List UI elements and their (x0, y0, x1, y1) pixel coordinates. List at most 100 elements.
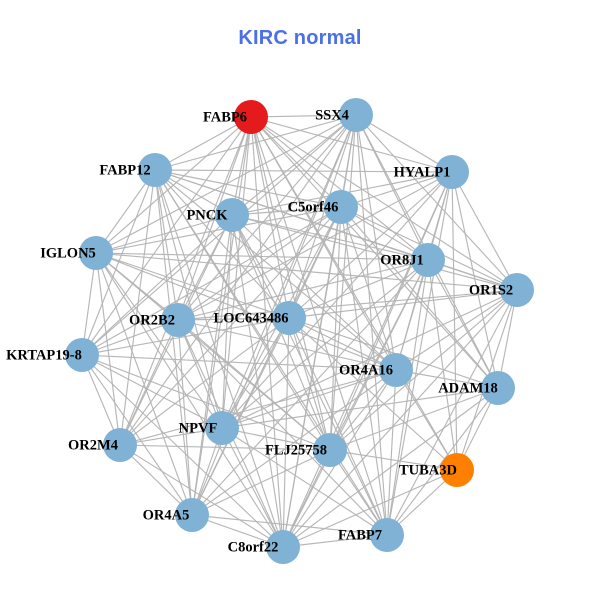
graph-node-or2m4[interactable] (103, 428, 137, 462)
graph-node-label-or4a16: OR4A16 (339, 362, 393, 378)
graph-node-pnck[interactable] (215, 198, 249, 232)
graph-node-label-or2m4: OR2M4 (68, 437, 118, 453)
graph-edge (177, 289, 518, 321)
graph-edge (427, 259, 499, 389)
graph-node-label-adam18: ADAM18 (438, 380, 498, 396)
graph-edge (81, 114, 357, 356)
graph-edge (191, 317, 290, 516)
graph-edge (81, 354, 284, 548)
graph-edge (177, 171, 453, 321)
graph-edge (386, 259, 429, 536)
graph-edge (154, 114, 357, 171)
graph-edge (95, 252, 518, 291)
graph-node-label-pnck: PNCK (186, 207, 228, 223)
graph-node-label-flj25758: FLJ25758 (265, 442, 327, 458)
graph-node-or1s2[interactable] (500, 273, 534, 307)
graph-edge (95, 214, 233, 254)
graph-node-fabp12[interactable] (138, 153, 172, 187)
graph-edge (395, 369, 458, 471)
graph-edge (282, 259, 429, 548)
graph-edge (81, 206, 342, 356)
graph-edge (282, 534, 388, 548)
graph-edge (231, 214, 388, 536)
graph-node-tuba3d[interactable] (440, 453, 474, 487)
graph-edge (340, 206, 388, 536)
graph-edge (191, 514, 388, 536)
graph-edge (81, 116, 252, 356)
graph-node-label-npvf: NPVF (179, 420, 218, 436)
graph-edge (250, 116, 342, 208)
graph-edge (451, 171, 458, 471)
graph-node-flj25758[interactable] (313, 433, 347, 467)
graph-edge (81, 354, 193, 516)
graph-node-iglon5[interactable] (79, 236, 113, 270)
graph-edge (81, 354, 331, 451)
graph-edge (340, 206, 499, 389)
graph-node-npvf[interactable] (205, 411, 239, 445)
graph-edge (119, 169, 156, 446)
graph-node-krtap19-8[interactable] (65, 338, 99, 372)
graph-edge (451, 171, 518, 291)
graph-node-or4a16[interactable] (379, 353, 413, 387)
graph-node-or4a5[interactable] (175, 498, 209, 532)
graph-edge (250, 116, 458, 471)
graph-node-label-ssx4: SSX4 (315, 107, 349, 123)
graph-edge (386, 369, 397, 536)
graph-edge (221, 317, 290, 429)
graph-edge (231, 206, 342, 216)
graph-edge (250, 116, 290, 319)
graph-edge (177, 319, 388, 536)
graph-edge (386, 171, 453, 536)
graph-edge (340, 171, 453, 208)
graph-edge (119, 444, 284, 548)
graph-edge (81, 317, 290, 356)
graph-edge (154, 169, 179, 321)
graph-node-c5orf46[interactable] (324, 190, 358, 224)
graph-edge (119, 114, 357, 446)
graph-edge (95, 206, 342, 254)
graph-edge (288, 317, 458, 471)
graph-edge (221, 427, 388, 536)
graph-node-label-or2b2: OR2B2 (129, 312, 175, 328)
graph-node-ssx4[interactable] (339, 98, 373, 132)
graph-node-adam18[interactable] (481, 371, 515, 405)
graph-node-label-iglon5: IGLON5 (40, 245, 96, 261)
graph-edge (221, 114, 357, 429)
graph-edge (221, 387, 499, 429)
graph-edge (288, 317, 397, 371)
graph-edge (288, 317, 331, 451)
graph-edge (154, 169, 193, 516)
graph-node-label-or1s2: OR1S2 (469, 282, 513, 298)
graph-edge (329, 206, 342, 451)
graph-node-c8orf22[interactable] (266, 530, 300, 564)
graph-edge (451, 171, 499, 389)
graph-node-label-fabp12: FABP12 (99, 162, 150, 178)
graph-edge (329, 289, 518, 451)
graph-node-loc643486[interactable] (272, 301, 306, 335)
graph-edge (288, 289, 518, 319)
graph-edge (395, 259, 429, 371)
graph-edge (81, 214, 233, 356)
graph-node-or2b2[interactable] (161, 303, 195, 337)
graph-edge (81, 354, 223, 429)
graph-node-fabp6[interactable] (234, 100, 268, 134)
graph-edge (119, 206, 342, 446)
graph-edge (177, 259, 429, 321)
graph-edge (395, 369, 499, 389)
graph-edge (231, 214, 518, 291)
graph-edge (221, 369, 397, 429)
graph-edge (282, 317, 290, 548)
graph-edge (119, 319, 179, 446)
graph-edge (231, 114, 357, 216)
graph-node-or8j1[interactable] (411, 243, 445, 277)
graph-node-label-c8orf22: C8orf22 (228, 539, 279, 555)
graph-edge (231, 214, 429, 261)
graph-edge (329, 449, 458, 471)
graph-edge (231, 214, 290, 319)
graph-node-hyalp1[interactable] (435, 155, 469, 189)
graph-edge (329, 449, 388, 536)
graph-edge (177, 319, 331, 451)
graph-node-fabp7[interactable] (370, 518, 404, 552)
graph-edge (81, 169, 156, 356)
